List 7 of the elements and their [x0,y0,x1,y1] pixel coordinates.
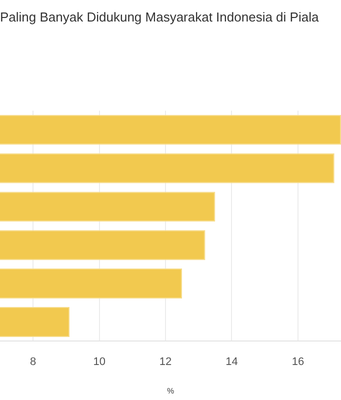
x-tick-label: 14 [226,356,238,368]
x-tick-label: 12 [159,356,172,368]
x-tick-label: 10 [93,356,106,368]
chart-title: Paling Banyak Didukung Masyarakat Indonesia di Piala [0,9,320,24]
x-tick-label: 16 [292,356,304,368]
x-axis-title: % [166,386,174,396]
x-tick-label: 8 [30,356,36,368]
